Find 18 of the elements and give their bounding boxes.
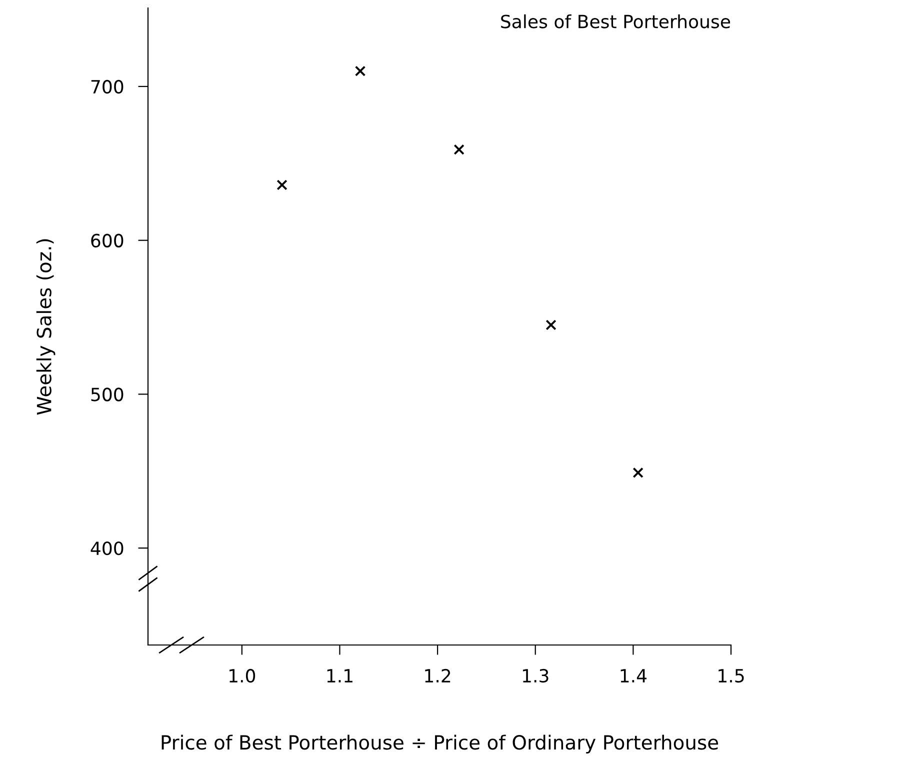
point xyxy=(354,66,366,76)
x-tick-label: 1.3 xyxy=(522,668,548,683)
x-tick-label: 1.4 xyxy=(620,669,647,682)
x-tick-label: 1.1 xyxy=(327,669,352,682)
point xyxy=(276,180,288,190)
y-tick-label: 500 xyxy=(91,388,124,402)
point xyxy=(632,467,644,478)
chart-title: Sales of Best Porterhouse xyxy=(501,14,730,28)
x-tick-label: 1.0 xyxy=(230,668,256,683)
y-axis-title: Weekly Sales (oz.) xyxy=(36,239,56,415)
y-tick-label: 700 xyxy=(91,80,124,94)
y-tick-label: 600 xyxy=(91,234,124,248)
x-axis-title: Price of Best Porterhouse ÷ Price of Ordinary Porterhouse xyxy=(162,734,718,754)
point xyxy=(454,144,464,155)
x-tick-label: 1.2 xyxy=(425,668,450,682)
x-tick-label: 1.5 xyxy=(718,669,744,683)
point xyxy=(546,320,556,330)
y-tick-label: 400 xyxy=(90,542,124,556)
